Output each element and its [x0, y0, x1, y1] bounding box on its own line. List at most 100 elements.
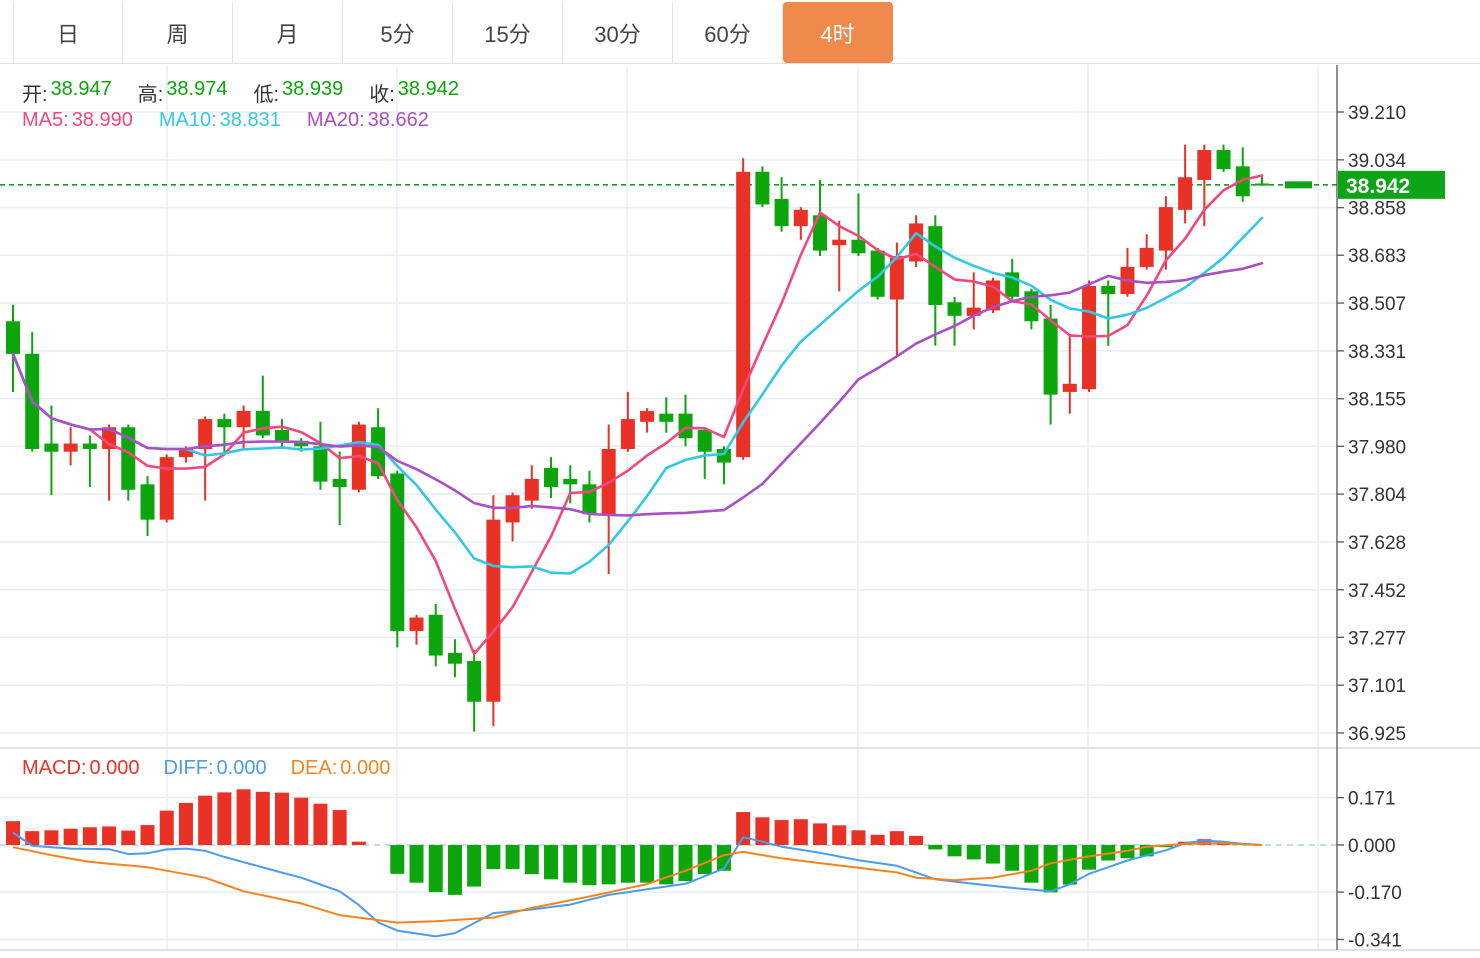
price-axis: 39.210 39.034 38.858 38.683 38.507 38.331 38.1… [1336, 65, 1407, 950]
macd-bar [236, 789, 251, 845]
candle-wick [108, 424, 111, 501]
candle-body [447, 652, 462, 664]
candle-wick [857, 193, 860, 257]
candle-wick [338, 451, 341, 526]
candle-body [1062, 383, 1077, 392]
candle-body [467, 660, 482, 702]
axis-tick-label: 36.925 [1348, 724, 1406, 745]
macd-bar [1062, 845, 1077, 885]
axis-tick-label: 37.101 [1348, 676, 1406, 697]
axis-tick-label: 39.034 [1348, 151, 1407, 172]
macd-bar [563, 845, 578, 883]
macd-plot-area[interactable] [0, 755, 1337, 950]
macd-bar [313, 803, 328, 845]
candle-body [1178, 177, 1193, 210]
tab-daily[interactable]: 日 [13, 2, 123, 63]
candle-body [6, 321, 20, 354]
candle-body [1101, 285, 1116, 295]
candle-body [524, 478, 539, 501]
candle-body [121, 427, 136, 490]
macd-bar [486, 845, 501, 870]
candle-body [178, 448, 193, 458]
macd-bar [1197, 839, 1212, 845]
candle-body [544, 468, 559, 488]
candle-body [44, 443, 59, 452]
candle-body [63, 443, 78, 452]
macd-histogram [6, 789, 1250, 895]
candle-body [889, 256, 904, 300]
candle-body [620, 419, 635, 449]
axis-tick-label: 38.331 [1348, 342, 1406, 363]
current-price-badge: 38.942 [1338, 170, 1445, 199]
axis-tick-label: 37.628 [1348, 533, 1406, 554]
candle-wick [972, 272, 975, 330]
candle-body [371, 427, 386, 477]
macd-bar [1024, 845, 1039, 883]
ma5-line [11, 174, 1264, 656]
macd-bar [697, 845, 712, 875]
candle-body [870, 250, 885, 297]
macd-bar [601, 845, 616, 885]
candle-body [428, 614, 443, 656]
macd-bar [102, 826, 117, 845]
macd-bar [82, 827, 97, 845]
candle-wick [1107, 280, 1110, 346]
candle-body [813, 215, 828, 251]
tab-30min[interactable]: 30分 [563, 2, 673, 63]
candle-body [1043, 318, 1058, 395]
tab-weekly[interactable]: 周 [123, 2, 233, 63]
candle-body [1139, 247, 1154, 267]
tab-15min[interactable]: 15分 [453, 2, 563, 63]
macd-bar [44, 830, 59, 845]
macd-bar [409, 845, 424, 883]
candle-body [102, 427, 117, 449]
candle-body [640, 410, 655, 422]
macd-bar [275, 792, 290, 845]
axis-tick-label: 38.858 [1348, 199, 1406, 220]
current-price-badge-label: 38.942 [1346, 175, 1410, 198]
macd-bar [736, 812, 751, 845]
candle-body [275, 429, 290, 441]
candle-wick [722, 446, 725, 485]
macd-bar [774, 820, 789, 845]
macd-bar [947, 845, 962, 857]
macd-bar [870, 834, 885, 845]
axis-tick-label: -0.341 [1348, 930, 1402, 951]
dea-line [12, 842, 1263, 924]
candle-body [313, 446, 328, 482]
candle-body [236, 410, 251, 428]
timeframe-tabbar: 日 周 月 5分 15分 30分 60分 4时 [0, 0, 1480, 64]
candle-body [82, 443, 97, 449]
macd-bar [640, 845, 655, 883]
macd-bar [582, 845, 597, 886]
candle-body [947, 302, 962, 316]
macd-bar [793, 819, 808, 845]
axis-tick-label: 38.683 [1348, 246, 1406, 267]
macd-bar [198, 795, 213, 845]
macd-axis: 0.171 0.000 -0.170 -0.341 [1337, 789, 1402, 951]
current-price-badge-bg [1338, 170, 1445, 199]
candle-wick [953, 296, 956, 346]
tab-60min[interactable]: 60分 [673, 2, 783, 63]
diff-line [12, 831, 1263, 938]
macd-bar [390, 845, 405, 874]
macd-bar [467, 845, 482, 887]
macd-bar [1043, 845, 1058, 893]
macd-bar [217, 792, 232, 845]
tab-4hour[interactable]: 4时 [783, 2, 893, 63]
tab-monthly[interactable]: 月 [233, 2, 343, 63]
candle-wick [1260, 176, 1263, 186]
chart-canvas[interactable]: 39.210 39.034 38.858 38.683 38.507 38.331 38.1… [0, 65, 1480, 958]
candle-body [140, 484, 155, 520]
macd-bar [659, 845, 674, 885]
macd-bar [255, 791, 270, 845]
macd-bar [909, 835, 924, 845]
macd-bar [351, 841, 366, 845]
candle-wick [838, 220, 841, 292]
axis-tick-label: -0.170 [1348, 883, 1402, 904]
macd-bar [832, 825, 847, 845]
candle-body [966, 307, 981, 316]
main-chart-plot-area[interactable] [0, 65, 1337, 748]
macd-bar [524, 845, 539, 875]
tab-5min[interactable]: 5分 [343, 2, 453, 63]
